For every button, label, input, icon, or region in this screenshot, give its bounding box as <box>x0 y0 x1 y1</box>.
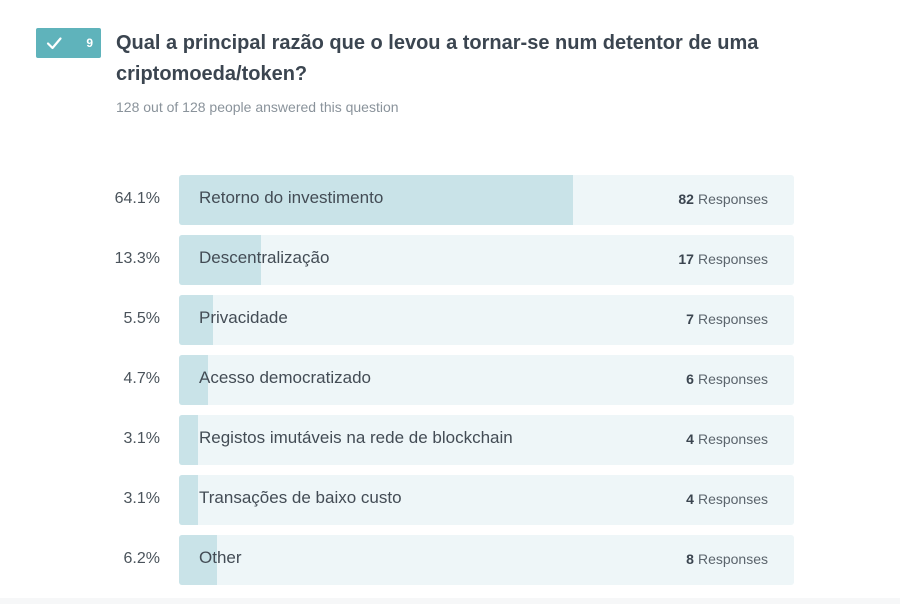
bar-track: Transações de baixo custo 4 Responses <box>179 475 794 525</box>
bar-fill <box>179 175 573 225</box>
answer-label: Retorno do investimento <box>199 188 384 207</box>
responses-word: Responses <box>697 251 768 267</box>
answered-count: 128 out of 128 people answered this ques… <box>116 99 399 115</box>
response-count: 6 Responses <box>686 355 768 403</box>
percent-label: 3.1% <box>123 430 160 447</box>
bar-track: Descentralização 17 Responses <box>179 235 794 285</box>
bar-track: Privacidade 7 Responses <box>179 295 794 345</box>
response-count: 82 Responses <box>678 175 768 223</box>
result-row: 3.1% Transações de baixo custo 4 Responses <box>0 475 900 525</box>
answer-label: Acesso democratizado <box>199 368 371 387</box>
bar-track: Retorno do investimento 82 Responses <box>179 175 794 225</box>
result-row: 13.3% Descentralização 17 Responses <box>0 235 900 285</box>
responses-word: Responses <box>697 371 768 387</box>
bar-track: Acesso democratizado 6 Responses <box>179 355 794 405</box>
result-row: 3.1% Registos imutáveis na rede de blockc… <box>0 415 900 465</box>
bar-fill <box>179 475 198 525</box>
result-row: 6.2% Other 8 Responses <box>0 535 900 585</box>
bar-track: Other 8 Responses <box>179 535 794 585</box>
checkmark-icon <box>46 37 62 50</box>
result-row: 64.1% Retorno do investimento 82 Responses <box>0 175 900 225</box>
question-number: 9 <box>86 36 93 50</box>
response-count-number: 17 <box>678 251 694 267</box>
answer-label: Transações de baixo custo <box>199 488 402 507</box>
response-count: 8 Responses <box>686 535 768 583</box>
response-count: 17 Responses <box>678 235 768 283</box>
responses-word: Responses <box>697 311 768 327</box>
bar-fill <box>179 535 217 585</box>
response-count-number: 82 <box>678 191 694 207</box>
response-count: 4 Responses <box>686 475 768 523</box>
answer-label: Registos imutáveis na rede de blockchain <box>199 428 513 447</box>
answer-label: Other <box>199 548 242 567</box>
responses-word: Responses <box>697 191 768 207</box>
percent-label: 13.3% <box>114 250 160 267</box>
answer-label: Descentralização <box>199 248 330 267</box>
responses-word: Responses <box>697 491 768 507</box>
response-count: 7 Responses <box>686 295 768 343</box>
bar-track: Registos imutáveis na rede de blockchain… <box>179 415 794 465</box>
response-count-number: 8 <box>686 551 694 567</box>
percent-label: 64.1% <box>114 190 160 207</box>
question-number-badge: 9 <box>36 28 101 58</box>
bottom-divider <box>0 598 900 604</box>
responses-word: Responses <box>697 551 768 567</box>
response-count-number: 7 <box>686 311 694 327</box>
response-count-number: 4 <box>686 491 694 507</box>
answer-label: Privacidade <box>199 308 288 327</box>
percent-label: 5.5% <box>123 310 160 327</box>
response-count-number: 6 <box>686 371 694 387</box>
response-count-number: 4 <box>686 431 694 447</box>
bar-fill <box>179 415 198 465</box>
responses-word: Responses <box>697 431 768 447</box>
bar-fill <box>179 295 213 345</box>
percent-label: 3.1% <box>123 490 160 507</box>
bar-fill <box>179 235 261 285</box>
response-count: 4 Responses <box>686 415 768 463</box>
percent-label: 6.2% <box>123 550 160 567</box>
percent-label: 4.7% <box>123 370 160 387</box>
result-row: 4.7% Acesso democratizado 6 Responses <box>0 355 900 405</box>
question-title: Qual a principal razão que o levou a tor… <box>116 32 759 85</box>
bar-fill <box>179 355 208 405</box>
result-row: 5.5% Privacidade 7 Responses <box>0 295 900 345</box>
